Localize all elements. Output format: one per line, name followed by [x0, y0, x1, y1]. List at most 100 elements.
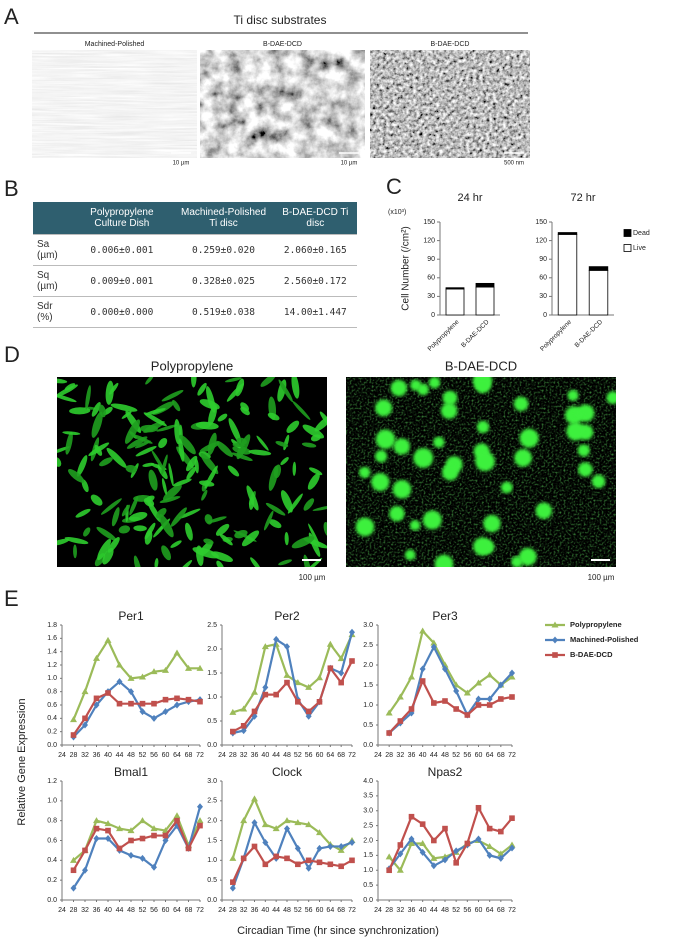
y-tick-label: 4.0 [363, 778, 373, 785]
x-tick-label: 72 [508, 752, 516, 759]
y-tick-label: 1.8 [47, 622, 57, 629]
cell [90, 494, 103, 506]
cell [159, 496, 181, 503]
cell [76, 455, 88, 477]
x-tick-label: 36 [408, 907, 416, 914]
point [116, 700, 123, 707]
legend-swatch [623, 244, 632, 252]
point [104, 820, 112, 827]
point [431, 700, 437, 706]
cell [433, 436, 445, 448]
cell [267, 412, 280, 421]
scale-label: 100 µm [299, 573, 326, 582]
cell [168, 463, 174, 487]
legend-label: Dead [633, 230, 650, 237]
x-tick-label: 44 [430, 907, 438, 914]
cell [133, 555, 142, 567]
x-tick-label: 52 [139, 752, 147, 759]
x-tick-label: 32 [81, 907, 89, 914]
cell [98, 404, 106, 418]
cell [208, 404, 218, 426]
x-tick-label: 24 [218, 752, 226, 759]
y-tick-label: 0.8 [47, 689, 57, 696]
point [327, 665, 334, 671]
point [430, 639, 438, 646]
point [419, 821, 426, 827]
cell [199, 480, 215, 487]
point [397, 718, 404, 724]
cell [186, 466, 197, 480]
cell [250, 557, 261, 567]
cell [216, 440, 233, 457]
cell [236, 437, 247, 445]
cell [121, 411, 132, 419]
point [283, 671, 291, 678]
x-tick-label: 56 [305, 907, 313, 914]
cell [390, 379, 408, 397]
y-tick-label: 0.0 [207, 897, 217, 904]
cell [241, 530, 260, 547]
cell [265, 502, 286, 516]
x-tick-label: 28 [70, 907, 78, 914]
cell [371, 473, 390, 492]
cell [441, 402, 458, 419]
x-tick-label: 36 [93, 752, 101, 759]
cell [204, 514, 213, 525]
y-axis-title: Cell Number (/cm²) [401, 226, 412, 310]
cell [591, 474, 606, 489]
point [105, 827, 111, 834]
table-cell: 0.006±0.001 [70, 234, 174, 266]
x-tick-label: 64 [173, 752, 181, 759]
cell [161, 454, 168, 475]
point [127, 827, 135, 834]
cell [268, 519, 282, 529]
point [262, 683, 269, 691]
panel-label: E [4, 586, 19, 611]
point [552, 652, 558, 658]
point [70, 716, 77, 723]
y-tick-label: 0.0 [363, 742, 373, 749]
y-tick-label: 0.2 [47, 729, 57, 736]
x-tick-label: 32 [396, 752, 404, 759]
cell [232, 442, 245, 448]
x-tick-label: 44 [272, 907, 280, 914]
x-tick-label: 32 [240, 907, 248, 914]
y-tick-label: 2.5 [363, 642, 373, 649]
point [509, 844, 515, 852]
y-tick-label: 1.2 [47, 778, 57, 785]
point [251, 843, 258, 850]
legend-swatch [623, 229, 632, 237]
point [93, 701, 100, 709]
point [552, 636, 558, 644]
cell [57, 384, 78, 398]
table-cell: 0.000±0.000 [70, 296, 174, 328]
panel-label: A [4, 4, 19, 29]
point [338, 669, 345, 677]
cell [319, 411, 327, 430]
point [151, 863, 157, 871]
x-tick-label: 48 [283, 907, 291, 914]
cell [178, 438, 185, 462]
x-tick-label: 60 [475, 752, 483, 759]
point [185, 664, 192, 671]
point [295, 699, 301, 705]
x-tick-label: 68 [337, 907, 345, 914]
cell [111, 507, 120, 527]
x-tick-label: 52 [139, 907, 147, 914]
cell [225, 377, 242, 383]
x-tick-label: 60 [316, 907, 324, 914]
point [128, 851, 134, 859]
point [272, 825, 280, 832]
cell [236, 434, 251, 460]
point [162, 666, 169, 673]
point [273, 853, 279, 860]
bar-segment [475, 282, 495, 288]
cell [284, 531, 289, 546]
x-tick-label: 64 [486, 907, 494, 914]
cell [178, 560, 193, 567]
x-tick-label: 64 [173, 907, 181, 914]
point [486, 842, 494, 849]
cell [518, 547, 537, 566]
point [316, 829, 323, 836]
chart-title: Per3 [432, 609, 458, 623]
